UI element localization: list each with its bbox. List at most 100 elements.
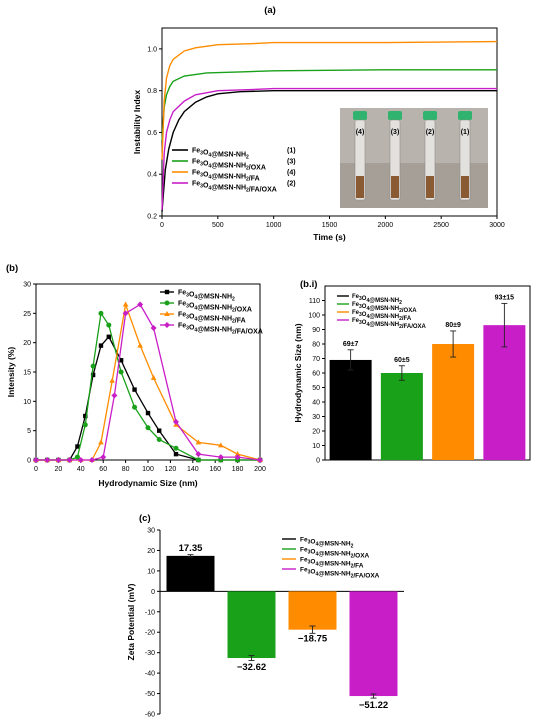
label-subscript: 4 — [366, 322, 369, 328]
label-text: O — [203, 161, 209, 168]
label-subscript: 3 — [359, 304, 362, 310]
label-subscript: 3 — [359, 312, 362, 318]
data-point — [218, 442, 224, 448]
data-point — [257, 457, 263, 463]
panel-label: (c) — [139, 513, 151, 524]
series-line-2 — [36, 311, 260, 461]
y-tick-label: 20 — [23, 340, 31, 347]
y-tick-label: 10 — [312, 443, 320, 450]
label-subscript: 2 — [351, 574, 354, 580]
label-text: @MSN-NH — [369, 306, 399, 312]
data-point — [118, 369, 124, 375]
legend-marker — [164, 300, 170, 306]
data-point — [137, 301, 144, 308]
y-tick-label: -10 — [145, 609, 155, 616]
y-tick-label: -30 — [145, 650, 155, 657]
data-point — [75, 444, 80, 449]
vial-label: (2) — [426, 129, 435, 136]
bar-value-label: 60±5 — [394, 357, 410, 364]
data-point — [122, 310, 129, 317]
label-text: Fe — [178, 290, 186, 297]
label-subscript: 4 — [315, 572, 318, 578]
y-tick-label: 40 — [312, 400, 320, 407]
data-point — [111, 392, 118, 399]
label-subscript: 3 — [308, 550, 311, 556]
data-point — [173, 418, 179, 425]
x-tick-label: 140 — [187, 466, 199, 473]
data-point — [195, 457, 201, 463]
x-tick-label: 40 — [77, 466, 85, 473]
y-tick-label: 90 — [312, 327, 320, 334]
legend-label: Fe3O4@MSN-NH2/FA — [352, 310, 412, 322]
legend-marker — [164, 322, 170, 328]
x-tick-label: 200 — [254, 466, 266, 473]
series-line-2 — [161, 69, 497, 141]
label-subscript: 3 — [200, 162, 203, 168]
data-point — [122, 301, 129, 307]
label-text: Fe — [192, 170, 200, 177]
data-point — [55, 457, 62, 463]
label-text: @MSN-NH — [318, 551, 351, 558]
label-text: O — [310, 569, 315, 576]
label-text: /OXA — [235, 307, 252, 314]
y-tick-label: 5 — [27, 428, 31, 435]
data-point — [98, 343, 104, 348]
label-subscript: 2 — [246, 166, 249, 172]
label-subscript: 2 — [399, 308, 402, 314]
data-point — [118, 358, 124, 363]
panel-a: (a) 0 500 1000 1500 2000 2500 3000 0.2 0.4 0.6 0.8 1… — [132, 5, 505, 242]
vial-label: (1) — [461, 129, 470, 136]
x-tick-label: 500 — [212, 222, 224, 229]
label-text: O — [189, 325, 195, 332]
label-text: Fe — [192, 159, 200, 166]
label-subscript: 2 — [246, 188, 249, 194]
bar-4 — [349, 591, 398, 697]
data-point — [132, 404, 138, 410]
bar-value-label: −51.22 — [359, 700, 388, 711]
label-text: /FA/OXA — [353, 573, 379, 580]
y-tick-label: -20 — [145, 630, 155, 637]
label-subscript: 4 — [366, 306, 369, 312]
y-axis-label: Intensity (%) — [6, 347, 16, 398]
x-tick-label: 100 — [142, 466, 154, 473]
label-subscript: 2 — [399, 324, 402, 330]
y-tick-label: 50 — [312, 385, 320, 392]
data-point — [195, 451, 202, 458]
label-subscript: 2 — [399, 300, 402, 306]
label-subscript: 3 — [186, 293, 189, 299]
y-tick-label: 70 — [312, 356, 320, 363]
label-subscript: 3 — [186, 315, 189, 321]
bar-2 — [380, 373, 423, 460]
bar-value-label: −32.62 — [237, 662, 266, 673]
label-text: O — [189, 303, 195, 310]
legend-label: Fe3O4@MSN-NH2/FA/OXA — [192, 181, 277, 194]
y-tick-label: 10 — [147, 568, 155, 575]
data-point — [66, 457, 73, 463]
legend-label: Fe3O4@MSN-NH2/OXA — [352, 302, 417, 314]
y-tick-label: 80 — [312, 342, 320, 349]
x-tick-label: 0 — [34, 466, 38, 473]
label-subscript: 3 — [308, 540, 311, 546]
data-point — [77, 457, 84, 463]
data-point — [156, 436, 162, 442]
data-point — [100, 454, 107, 461]
x-tick-label: 3000 — [489, 222, 505, 229]
label-text: Fe — [192, 181, 200, 188]
label-subscript: 3 — [200, 184, 203, 190]
y-tick-label: 15 — [23, 370, 31, 377]
bar-value-label: −18.75 — [298, 634, 328, 645]
y-tick-label: -40 — [145, 671, 155, 678]
label-subscript: 4 — [315, 562, 318, 568]
label-subscript: 4 — [315, 542, 318, 548]
panel-label: (b.i) — [300, 279, 317, 290]
label-subscript: 4 — [194, 295, 197, 301]
bar-4 — [483, 325, 526, 460]
label-text: Fe — [352, 310, 360, 316]
data-point — [195, 439, 202, 445]
label-text: O — [362, 296, 367, 302]
label-text: O — [362, 304, 367, 310]
legend-label: Fe3O4@MSN-NH2/FA/OXA — [300, 567, 380, 580]
y-tick-label: 0.2 — [147, 214, 157, 221]
legend-label: Fe3O4@MSN-NH2/FA/OXA — [178, 323, 263, 336]
